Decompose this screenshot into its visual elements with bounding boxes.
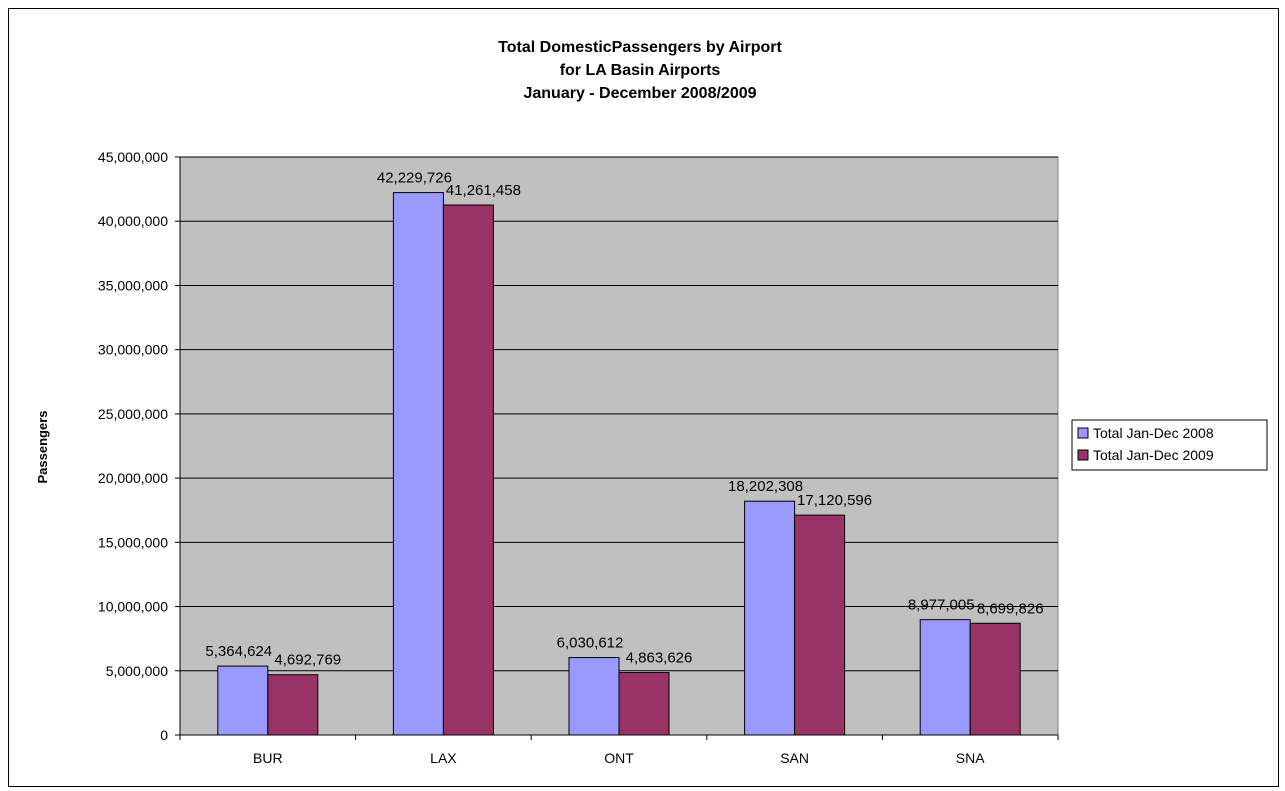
legend-box — [1071, 419, 1268, 471]
y-tick-label: 30,000,000 — [98, 342, 168, 358]
bar-sna-series-2 — [969, 622, 1021, 736]
data-label: 4,692,769 — [274, 652, 341, 669]
data-label: 42,229,726 — [377, 170, 452, 187]
bar-sna-series-1 — [919, 619, 971, 736]
bar-bur-series-2 — [267, 674, 319, 736]
x-tick-label: SNA — [956, 750, 985, 766]
legend-swatch — [1077, 427, 1089, 439]
chart-title: Total DomesticPassengers by Airport for … — [498, 39, 782, 102]
y-tick-label: 10,000,000 — [98, 599, 168, 615]
bar-ont-series-2 — [618, 672, 670, 736]
y-axis-title: Passengers — [35, 411, 50, 484]
y-tick-label: 40,000,000 — [98, 213, 168, 229]
chart-title-line-3: January - December 2008/2009 — [523, 85, 756, 102]
bar-lax-series-1 — [392, 192, 444, 736]
chart-title-line-2: for LA Basin Airports — [560, 62, 721, 79]
plot-area — [179, 156, 1059, 736]
data-label: 6,030,612 — [557, 635, 624, 652]
y-tick-label: 45,000,000 — [98, 149, 168, 165]
data-label: 4,863,626 — [626, 650, 693, 667]
legend-label: Total Jan-Dec 2008 — [1093, 425, 1214, 441]
bar-lax-series-2 — [442, 204, 494, 736]
y-tick-label: 25,000,000 — [98, 406, 168, 422]
bar-bur-series-1 — [217, 665, 269, 736]
x-tick-label: BUR — [253, 750, 283, 766]
y-tick-label: 35,000,000 — [98, 277, 168, 293]
bar-san-series-1 — [744, 500, 796, 736]
y-tick-label: 5,000,000 — [106, 663, 168, 679]
data-label: 41,261,458 — [446, 182, 521, 199]
x-tick-label: SAN — [780, 750, 809, 766]
data-label: 17,120,596 — [797, 492, 872, 509]
y-tick-label: 20,000,000 — [98, 470, 168, 486]
legend-label: Total Jan-Dec 2009 — [1093, 447, 1214, 463]
bar-ont-series-1 — [568, 657, 620, 736]
legend: Total Jan-Dec 2008 Total Jan-Dec 2009 — [1071, 419, 1268, 471]
y-tick-label: 15,000,000 — [98, 534, 168, 550]
x-tick-label: LAX — [430, 750, 457, 766]
data-label: 8,977,005 — [908, 597, 975, 614]
data-label: 8,699,826 — [977, 600, 1044, 617]
data-label: 18,202,308 — [728, 478, 803, 495]
y-tick-label: 0 — [160, 727, 168, 743]
x-tick-label: ONT — [604, 750, 634, 766]
legend-swatch — [1077, 449, 1089, 461]
chart-title-line-1: Total DomesticPassengers by Airport — [498, 39, 782, 56]
data-label: 5,364,624 — [205, 643, 272, 660]
bar-san-series-2 — [794, 514, 846, 736]
